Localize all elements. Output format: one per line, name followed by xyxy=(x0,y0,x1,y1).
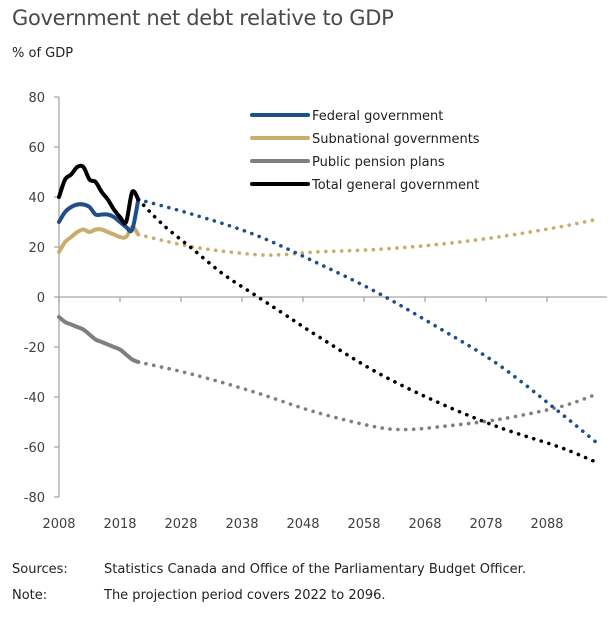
y-tick-label: 40 xyxy=(28,191,45,206)
y-tick-label: -40 xyxy=(24,391,45,406)
series-subnational-governments xyxy=(57,217,598,257)
x-tick-label: 2038 xyxy=(225,517,258,532)
series-group xyxy=(57,163,598,464)
sources-row: Sources: Statistics Canada and Office of… xyxy=(12,562,526,588)
x-tick-label: 2078 xyxy=(469,517,502,532)
line-chart: 80 60 40 20 0 -20 -40 -60 -80 2008 2018 2028 2038 204… xyxy=(24,91,607,532)
y-tick-label: -80 xyxy=(24,491,45,506)
y-tick-label: -20 xyxy=(24,341,45,356)
legend-label: Subnational governments xyxy=(312,132,480,147)
axes: 80 60 40 20 0 -20 -40 -60 -80 2008 2018 2028 2038 204… xyxy=(24,91,607,532)
note-label: Note: xyxy=(12,588,48,603)
y-tick-label: 20 xyxy=(28,241,45,256)
note-text: The projection period covers 2022 to 209… xyxy=(104,588,386,603)
chart-notes: Sources: Statistics Canada and Office of… xyxy=(12,562,526,614)
projection-line-public-pension-plans xyxy=(136,360,598,432)
y-axis-unit-label: % of GDP xyxy=(12,46,74,61)
historical-line-subnational-governments xyxy=(57,225,141,254)
x-tick-label: 2028 xyxy=(164,517,197,532)
sources-text: Statistics Canada and Office of the Parl… xyxy=(104,562,526,577)
x-tick-label: 2058 xyxy=(347,517,380,532)
legend-item-public-pension-plans: Public pension plans xyxy=(250,155,445,170)
legend-item-federal-government: Federal government xyxy=(250,109,443,124)
sources-label: Sources: xyxy=(12,562,68,577)
legend: Federal government Subnational government… xyxy=(250,109,480,193)
series-federal-government xyxy=(57,197,598,444)
legend-label: Public pension plans xyxy=(312,155,445,170)
x-tick-label: 2088 xyxy=(530,517,563,532)
legend-label: Federal government xyxy=(312,109,443,124)
note-row: Note: The projection period covers 2022 … xyxy=(12,588,526,614)
legend-item-subnational-governments: Subnational governments xyxy=(250,132,480,147)
historical-line-federal-government xyxy=(57,197,141,234)
y-tick-label: 80 xyxy=(28,91,45,106)
historical-line-total-general-government xyxy=(57,163,141,226)
projection-line-total-general-government xyxy=(136,197,598,464)
legend-label: Total general government xyxy=(311,178,479,193)
x-tick-label: 2048 xyxy=(286,517,319,532)
projection-line-federal-government xyxy=(136,197,598,444)
y-tick-label: 0 xyxy=(37,291,45,306)
projection-line-subnational-governments xyxy=(136,217,598,257)
x-tick-label: 2068 xyxy=(408,517,441,532)
series-total-general-government xyxy=(57,163,598,464)
x-tick-label: 2018 xyxy=(103,517,136,532)
series-public-pension-plans xyxy=(57,315,598,432)
y-tick-label: -60 xyxy=(24,441,45,456)
legend-item-total-general-government: Total general government xyxy=(250,178,479,193)
historical-line-public-pension-plans xyxy=(57,315,141,364)
x-tick-label: 2008 xyxy=(42,517,75,532)
chart-title: Government net debt relative to GDP xyxy=(12,6,394,30)
y-tick-label: 60 xyxy=(28,141,45,156)
